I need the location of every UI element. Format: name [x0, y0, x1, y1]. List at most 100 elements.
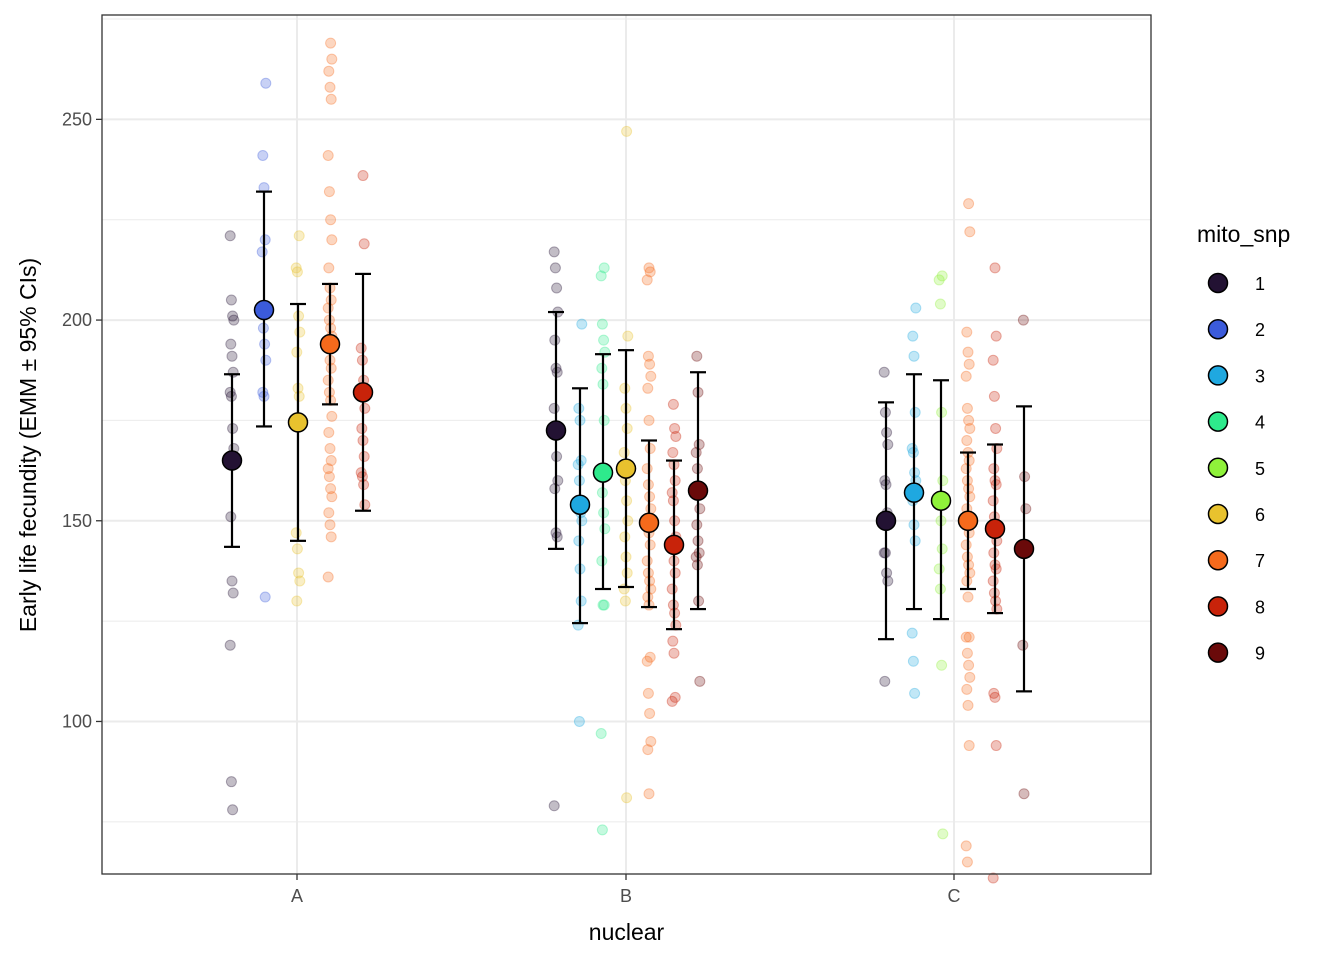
raw-point: [961, 326, 973, 338]
raw-point: [1017, 314, 1029, 326]
emm-point: [545, 420, 567, 441]
raw-point: [990, 422, 1002, 434]
raw-point: [964, 226, 976, 238]
y-tick-label: 100: [62, 711, 92, 731]
raw-point: [260, 77, 272, 89]
raw-point: [355, 342, 367, 354]
raw-point: [576, 318, 588, 330]
raw-point: [906, 627, 918, 639]
raw-point: [961, 647, 973, 659]
raw-point: [960, 631, 972, 643]
raw-point: [1017, 639, 1029, 651]
raw-point: [961, 575, 973, 587]
legend-key: [1207, 596, 1229, 617]
raw-point: [291, 543, 303, 555]
raw-point: [644, 539, 656, 551]
raw-point: [670, 430, 682, 442]
raw-point: [987, 575, 999, 587]
legend-key: [1207, 642, 1229, 663]
raw-point: [990, 479, 1002, 491]
raw-point: [323, 426, 335, 438]
raw-point: [963, 740, 975, 752]
raw-point: [575, 455, 587, 467]
raw-point: [548, 800, 560, 812]
raw-point: [908, 350, 920, 362]
raw-point: [573, 535, 585, 547]
raw-point: [326, 491, 338, 503]
raw-point: [549, 334, 561, 346]
raw-point: [622, 515, 634, 527]
raw-point: [596, 555, 608, 567]
raw-point: [878, 366, 890, 378]
raw-point: [667, 398, 679, 410]
y-tick-label: 200: [62, 310, 92, 330]
raw-point: [575, 595, 587, 607]
raw-point: [963, 198, 975, 210]
raw-point: [962, 699, 974, 711]
legend-label: 6: [1255, 505, 1265, 525]
raw-point: [325, 362, 337, 374]
raw-point: [597, 599, 609, 611]
emm-point: [903, 482, 925, 503]
raw-point: [572, 619, 584, 631]
raw-point: [324, 443, 336, 455]
raw-point: [987, 872, 999, 884]
raw-point: [666, 583, 678, 595]
raw-point: [879, 675, 891, 687]
raw-point: [882, 439, 894, 450]
raw-point: [548, 246, 560, 258]
raw-point: [962, 346, 974, 358]
raw-point: [669, 475, 681, 487]
raw-point: [907, 330, 919, 342]
raw-point: [225, 511, 237, 523]
raw-point: [990, 330, 1002, 342]
legend-title: mito_snp: [1197, 221, 1290, 247]
raw-point: [323, 471, 335, 483]
raw-point: [879, 475, 891, 487]
raw-point: [693, 547, 705, 559]
raw-point: [325, 93, 337, 105]
raw-point: [644, 651, 656, 663]
raw-point: [641, 274, 653, 286]
emm-point: [319, 333, 341, 355]
emm-point: [930, 490, 952, 511]
raw-point: [961, 402, 973, 414]
raw-point: [226, 350, 238, 362]
raw-point: [667, 635, 679, 647]
raw-point: [290, 527, 302, 539]
raw-point: [642, 687, 654, 699]
legend-key: [1207, 318, 1229, 340]
raw-point: [987, 354, 999, 366]
raw-point: [937, 475, 949, 487]
raw-point: [909, 406, 921, 418]
raw-point: [598, 414, 610, 426]
raw-point: [573, 402, 585, 414]
x-axis-title: nuclear: [589, 919, 665, 945]
raw-point: [572, 459, 584, 471]
raw-point: [598, 334, 610, 346]
raw-point: [962, 591, 974, 603]
emm-point: [875, 510, 897, 532]
emm-point: [352, 382, 374, 403]
raw-point: [963, 358, 975, 370]
raw-point: [325, 531, 337, 543]
raw-point: [691, 350, 703, 362]
emm-point: [663, 534, 685, 556]
raw-point: [666, 695, 678, 707]
raw-point: [325, 483, 337, 495]
legend-key: [1207, 411, 1229, 432]
raw-point: [690, 447, 702, 459]
raw-point: [964, 491, 976, 503]
x-axis: A B C: [291, 874, 961, 906]
raw-point: [936, 543, 948, 555]
raw-point: [963, 414, 975, 426]
emm-point: [1013, 538, 1035, 560]
raw-point: [257, 386, 269, 398]
raw-point: [549, 262, 561, 274]
raw-point: [643, 788, 655, 800]
raw-point: [324, 519, 336, 531]
y-axis-title: Early life fecundity (EMM ± 95% CIs): [15, 258, 41, 632]
raw-point: [359, 499, 371, 511]
raw-point: [619, 595, 631, 607]
raw-point: [1018, 788, 1030, 800]
